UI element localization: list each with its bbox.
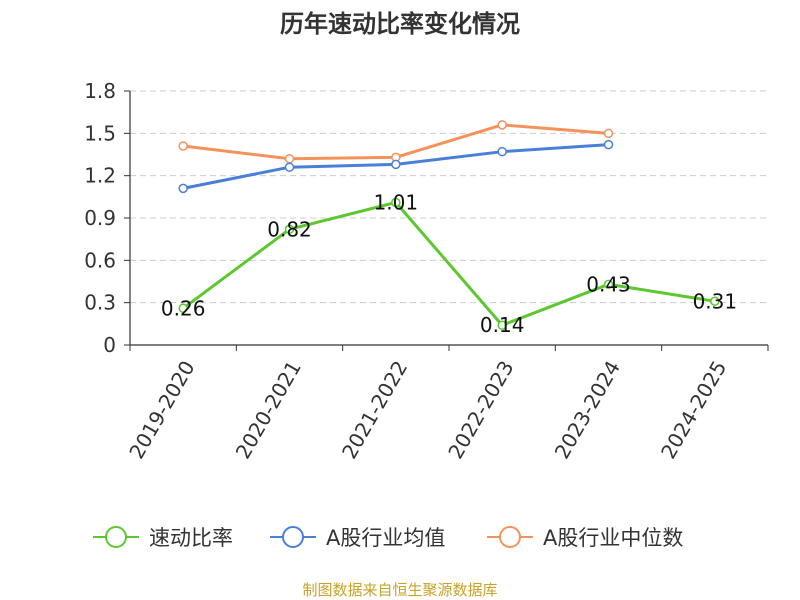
y-tick-label: 0.9 [84,206,116,230]
legend-item[interactable]: A股行业均值 [270,526,445,550]
data-point [603,279,614,290]
chart-title: 历年速动比率变化情况 [280,10,520,38]
x-tick-label: 2022-2023 [443,356,518,462]
legend-label: A股行业中位数 [543,526,683,550]
legend-label: A股行业均值 [326,526,445,550]
legend-label: 速动比率 [149,526,233,550]
x-tick-label: 2024-2025 [656,357,731,463]
legend-circle-icon [105,526,127,548]
y-tick-label: 1.5 [84,121,116,145]
legend-item[interactable]: A股行业中位数 [487,526,683,550]
data-point [710,296,720,307]
data-point [391,159,401,170]
y-tick-label: 0 [103,333,116,357]
legend-item[interactable]: 速动比率 [93,526,233,550]
data-labels: 0.26 0.82 1.01 0.14 0.43 0.31 [161,190,737,337]
data-point [178,141,188,151]
data-point [178,303,188,314]
series-lines [178,120,720,330]
data-point [391,197,401,208]
data-point [497,146,507,157]
y-tick-label: 1.2 [84,164,116,188]
grid-lines [130,90,768,304]
x-tick-label: 2019-2020 [124,357,199,463]
data-point [284,224,295,235]
data-point [284,153,295,164]
data-point [497,320,507,330]
series-line [182,200,716,327]
data-point [497,120,507,130]
data-label: 0.31 [693,289,738,313]
data-label: 0.82 [267,217,312,241]
x-tick-label: 2020-2021 [231,357,306,463]
y-tick-label: 0.6 [84,248,116,272]
axes: 0 0.3 0.6 0.9 1.2 1.5 1.8 2019-2020 2020-2021 202… [84,79,769,463]
data-label: 0.26 [161,296,206,320]
x-tick-label: 2021-2022 [337,357,412,463]
x-tick-label: 2023-2024 [550,357,625,463]
legend-circle-icon [282,526,304,548]
data-point [603,128,614,139]
data-point [603,139,614,150]
legend-circle-icon [499,526,521,548]
legend[interactable]: 速动比率 A股行业均值 A股行业中位数 [93,526,683,550]
data-label: 0.43 [586,272,631,296]
y-tick-label: 1.8 [84,79,116,103]
data-point [284,162,295,172]
data-point [178,183,188,194]
source-note: 制图数据来自恒生聚源数据库 [302,581,497,599]
data-label: 0.14 [480,313,525,337]
y-tick-label: 0.3 [84,291,116,315]
data-label: 1.01 [374,190,419,214]
